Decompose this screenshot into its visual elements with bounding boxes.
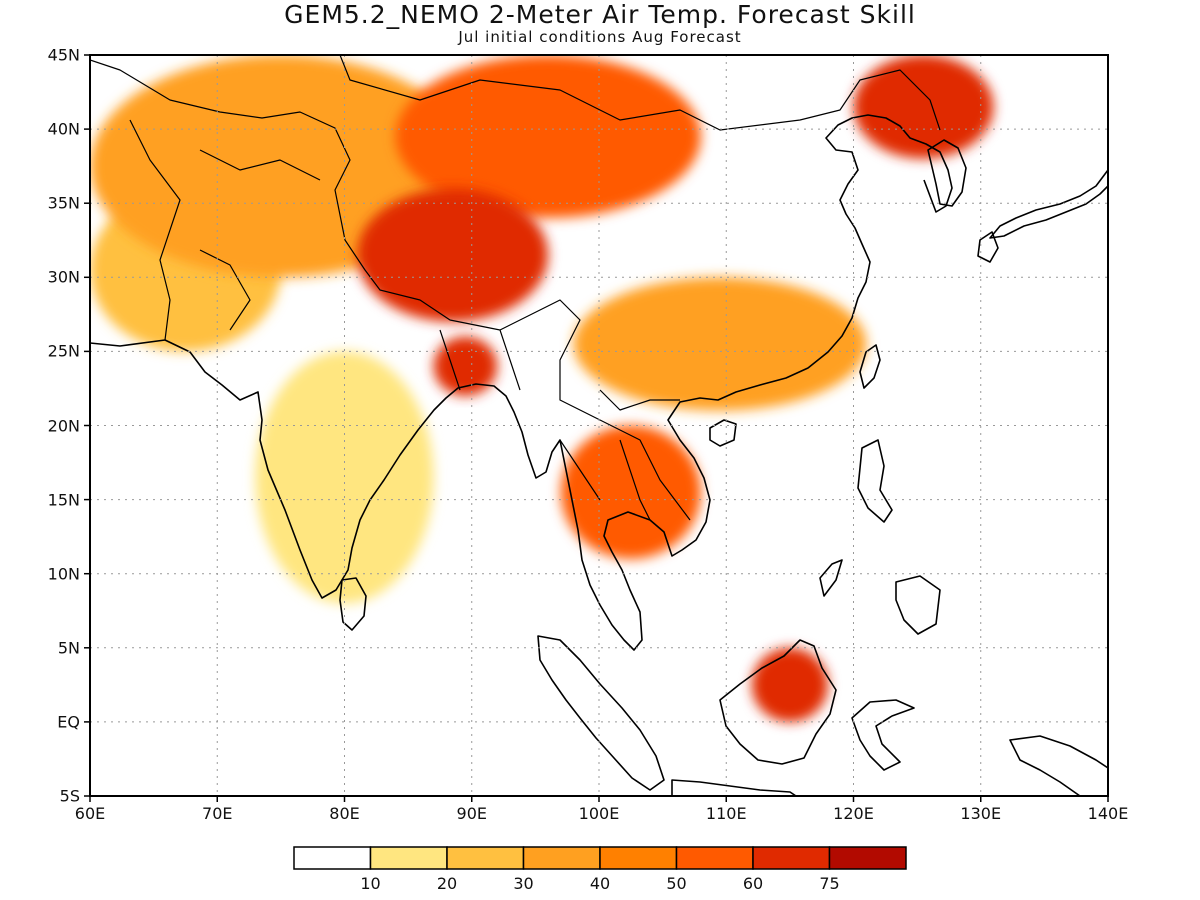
country-borders xyxy=(90,55,941,521)
skill-region-india xyxy=(255,351,434,604)
colorbar-swatch xyxy=(293,846,372,870)
x-tick-label: 110E xyxy=(705,804,747,823)
taiwan xyxy=(859,344,881,389)
hainan xyxy=(709,419,737,447)
sumatra xyxy=(537,635,665,791)
colorbar-label: 20 xyxy=(436,874,458,893)
japan xyxy=(989,169,1108,239)
borneo xyxy=(719,639,837,765)
palawan xyxy=(819,559,843,597)
korea xyxy=(927,139,967,207)
sulawesi xyxy=(851,699,915,771)
skill-region-borneo xyxy=(751,647,829,722)
axis-ticks xyxy=(84,54,1109,802)
colorbar xyxy=(293,846,907,870)
java xyxy=(671,779,797,796)
skill-region-south-china xyxy=(573,277,867,411)
colorbar-label: 30 xyxy=(513,874,534,893)
y-tick-label: 30N xyxy=(47,267,80,287)
x-tick-label: 70E xyxy=(202,804,233,823)
colorbar-label: 60 xyxy=(742,874,764,893)
x-tick-label: 140E xyxy=(1087,804,1129,823)
skill-region-bangladesh xyxy=(433,336,498,396)
asia-coastline xyxy=(90,114,953,651)
y-tick-label: 35N xyxy=(47,193,80,213)
y-tick-label: 40N xyxy=(47,119,80,139)
colorbar-swatch xyxy=(675,846,754,870)
y-tick-label: EQ xyxy=(57,712,80,732)
x-tick-label: 130E xyxy=(960,804,1002,823)
colorbar-swatch xyxy=(446,846,525,870)
skill-shading xyxy=(90,55,994,722)
new-guinea xyxy=(1009,735,1108,796)
y-tick-label: 25N xyxy=(47,341,80,361)
x-tick-label: 120E xyxy=(833,804,874,823)
skill-region-tarim-mongolia xyxy=(395,55,701,218)
y-tick-label: 5S xyxy=(59,786,80,806)
x-tick-label: 80E xyxy=(329,804,360,823)
colorbar-swatch xyxy=(369,846,448,870)
map-title: GEM5.2_NEMO 2-Meter Air Temp. Forecast S… xyxy=(284,0,916,29)
x-tick-label: 60E xyxy=(74,804,106,823)
colorbar-swatch xyxy=(599,846,678,870)
sri-lanka xyxy=(339,577,367,631)
y-tick-label: 10N xyxy=(47,564,80,584)
colorbar-swatch xyxy=(828,846,907,870)
colorbar-swatch xyxy=(752,846,831,870)
skill-region-tibetan-plateau xyxy=(357,188,549,322)
gridlines xyxy=(90,55,1108,796)
y-tick-label: 15N xyxy=(47,490,80,510)
colorbar-label: 10 xyxy=(360,874,381,893)
colorbar-label: 75 xyxy=(819,874,840,893)
coastlines xyxy=(90,55,1108,796)
skill-region-ne-china xyxy=(853,55,994,159)
colorbar-swatch xyxy=(522,846,601,870)
y-tick-label: 20N xyxy=(47,416,80,435)
map-subtitle: Jul initial conditions Aug Forecast xyxy=(458,28,742,46)
y-tick-label: 5N xyxy=(57,638,80,658)
x-tick-label: 100E xyxy=(578,804,620,823)
x-tick-label: 90E xyxy=(456,804,487,823)
colorbar-label: 50 xyxy=(666,874,687,893)
colorbar-label: 40 xyxy=(589,874,611,893)
y-tick-label: 45N xyxy=(47,45,80,65)
luzon xyxy=(857,439,893,523)
skill-region-indochina xyxy=(560,425,701,559)
mindanao xyxy=(895,575,941,635)
kyushu xyxy=(977,231,999,263)
